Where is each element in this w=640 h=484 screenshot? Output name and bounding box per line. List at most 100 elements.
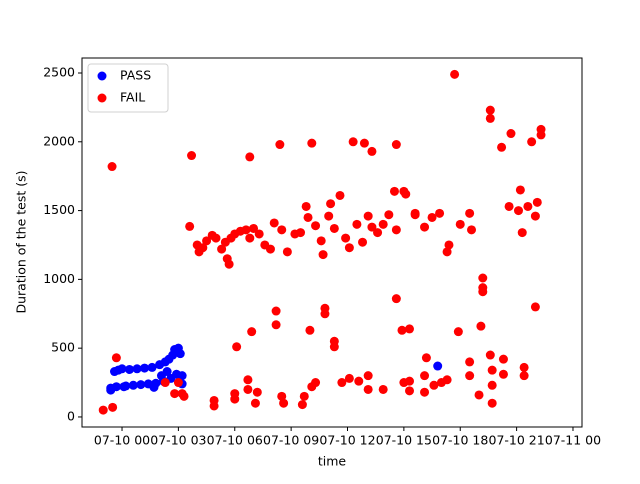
point (337, 378, 347, 388)
point (498, 354, 508, 364)
point (497, 142, 507, 152)
point (517, 228, 527, 238)
point (410, 210, 420, 220)
point (110, 367, 120, 377)
point (378, 384, 388, 394)
point (324, 211, 334, 221)
point (279, 398, 289, 408)
point (230, 389, 240, 399)
point (147, 362, 157, 372)
x-tick-label: 07-11 00 (545, 433, 601, 448)
point (187, 151, 197, 161)
x-tick-label: 07-10 18 (432, 433, 488, 448)
point (485, 105, 495, 115)
point (136, 380, 146, 390)
y-axis-label: Duration of the test (s) (14, 170, 29, 313)
point (301, 201, 311, 211)
point (275, 140, 285, 150)
point (98, 405, 108, 415)
point (536, 130, 546, 140)
point (277, 225, 287, 235)
point (405, 386, 415, 396)
x-tick-label: 07-10 00 (94, 433, 150, 448)
point (515, 185, 525, 195)
point (435, 208, 445, 218)
point (326, 199, 336, 209)
point (359, 138, 369, 148)
point (305, 325, 315, 335)
point (405, 324, 415, 334)
point (108, 402, 118, 412)
point (232, 342, 242, 352)
point (117, 364, 127, 374)
point (175, 349, 185, 359)
point (378, 219, 388, 229)
point (282, 247, 292, 257)
point (358, 237, 368, 247)
point (530, 211, 540, 221)
point (132, 364, 142, 374)
point (363, 384, 373, 394)
point (442, 375, 452, 385)
point (311, 378, 321, 388)
point (344, 243, 354, 253)
point (162, 367, 172, 377)
point (527, 137, 537, 147)
point (296, 228, 306, 238)
point (335, 190, 345, 200)
point (160, 378, 170, 388)
point (271, 320, 281, 330)
point (433, 361, 443, 371)
legend-marker (97, 71, 107, 81)
y-tick-label: 2500 (43, 64, 75, 79)
point (523, 201, 533, 211)
y-tick-label: 1500 (43, 202, 75, 217)
point (247, 327, 257, 337)
point (391, 140, 401, 150)
x-tick-label: 07-10 15 (376, 433, 432, 448)
point (487, 380, 497, 390)
point (367, 146, 377, 156)
point (391, 225, 401, 235)
point (128, 380, 138, 390)
point (519, 371, 529, 381)
point (299, 391, 309, 401)
point (363, 371, 373, 381)
y-tick-label: 1000 (43, 271, 75, 286)
point (245, 152, 255, 162)
point (277, 391, 287, 401)
point (271, 306, 281, 316)
point (367, 222, 377, 232)
point (177, 371, 187, 381)
point (478, 273, 488, 283)
point (485, 113, 495, 123)
point (119, 382, 129, 392)
point (530, 302, 540, 312)
point (202, 236, 212, 246)
point (478, 287, 488, 297)
point (329, 342, 339, 352)
legend-box (87, 63, 169, 113)
point (111, 382, 121, 392)
point (329, 223, 339, 233)
point (307, 138, 317, 148)
point (506, 129, 516, 139)
point (504, 201, 514, 211)
point (245, 233, 255, 243)
point (344, 373, 354, 383)
x-tick-label: 07-10 03 (150, 433, 206, 448)
point (352, 219, 362, 229)
point (348, 137, 358, 147)
legend-label: FAIL (120, 90, 145, 105)
point (318, 250, 328, 260)
point (384, 210, 394, 220)
point (209, 395, 219, 405)
x-tick-label: 07-10 21 (489, 433, 545, 448)
point (111, 353, 121, 363)
point (173, 378, 183, 388)
point (252, 387, 262, 397)
point (373, 228, 383, 238)
point (421, 353, 431, 363)
